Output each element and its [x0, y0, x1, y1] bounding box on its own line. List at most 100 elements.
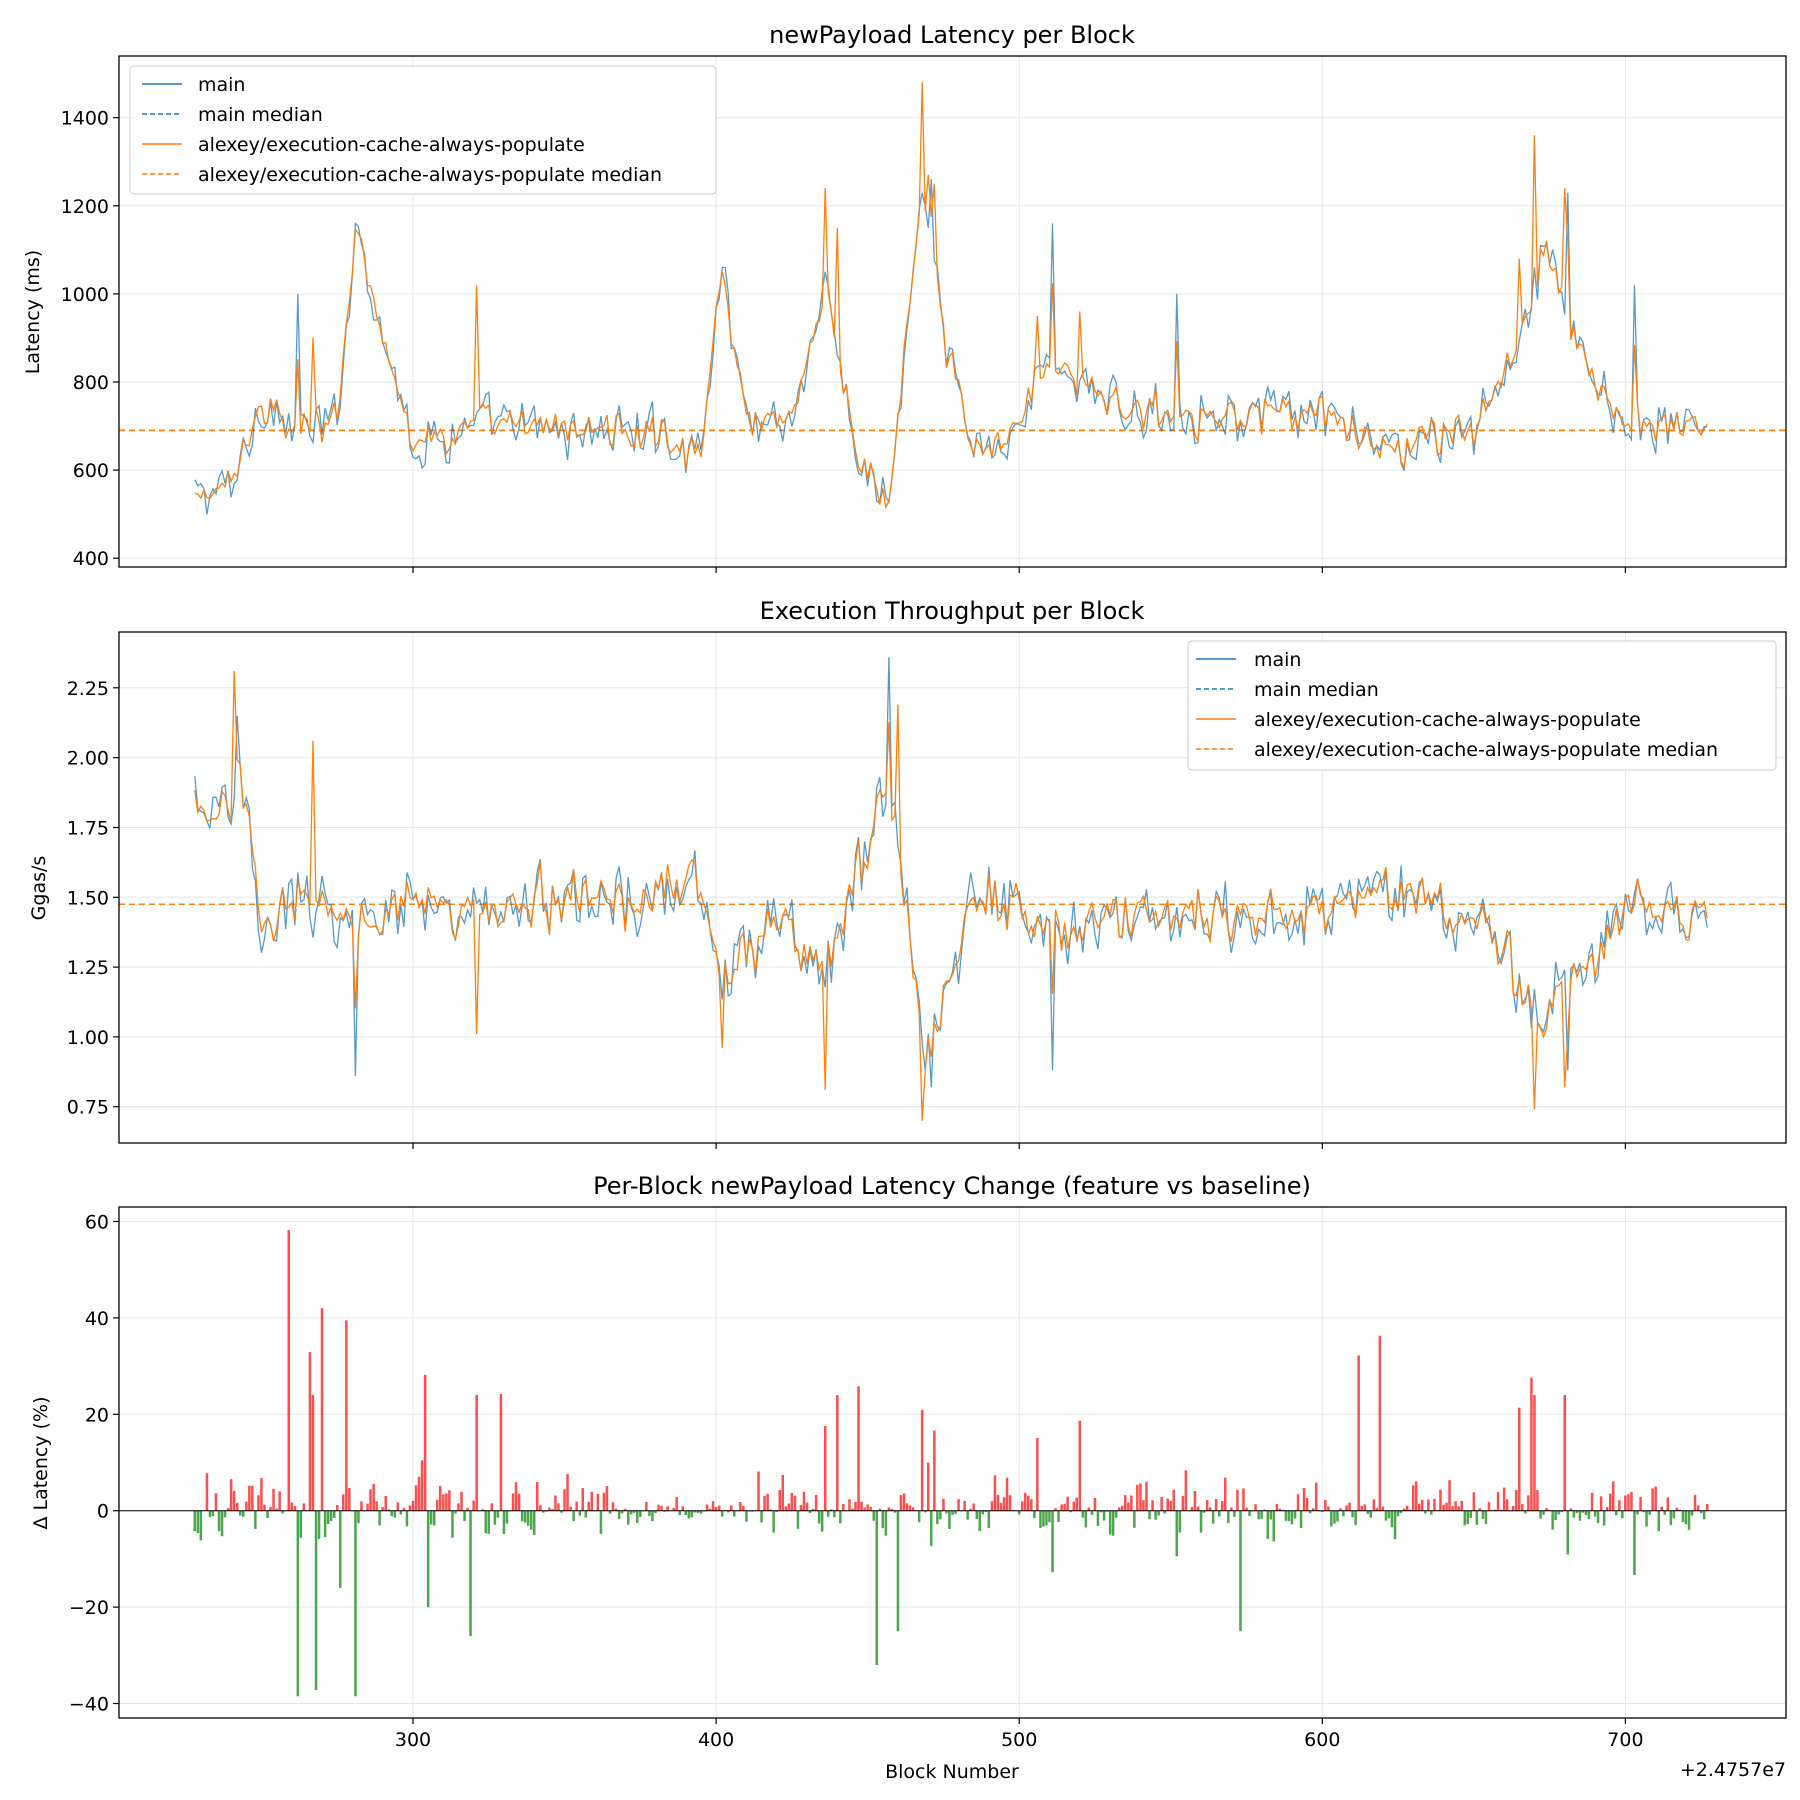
delta-bar-increase: [1651, 1488, 1654, 1511]
throughput-legend-box: [1187, 640, 1777, 771]
throughput-axes-frame: [118, 631, 1787, 1144]
delta-bar-decrease: [1642, 1510, 1645, 1513]
delta-bar-increase: [1121, 1505, 1124, 1511]
delta-bar-decrease: [1369, 1510, 1372, 1518]
delta-bar-increase: [232, 1490, 236, 1511]
delta-bar-decrease: [1057, 1510, 1060, 1522]
throughput-ylabel: Ggas/s: [28, 856, 50, 921]
delta-bar-decrease: [354, 1510, 357, 1697]
delta-bar-increase: [1666, 1497, 1670, 1511]
delta-bar-decrease: [733, 1510, 736, 1517]
delta-bar-increase: [1093, 1497, 1097, 1511]
delta-bar-increase: [942, 1498, 945, 1511]
delta-bar-decrease: [578, 1510, 581, 1516]
delta-bar-increase: [675, 1497, 678, 1511]
y-tick-label: 400: [73, 548, 109, 570]
delta-bar-decrease: [1175, 1510, 1178, 1557]
delta-bar-increase: [854, 1501, 857, 1511]
delta-bar-increase: [566, 1474, 569, 1511]
delta-bar-increase: [857, 1386, 860, 1511]
delta-bar-decrease: [930, 1510, 933, 1546]
delta-bar-increase: [1275, 1503, 1279, 1511]
delta-title: Per-Block newPayload Latency Change (fea…: [593, 1172, 1311, 1200]
delta-bar-decrease: [542, 1510, 545, 1513]
delta-bar-increase: [236, 1502, 239, 1511]
legend-label-feature-median: alexey/execution-cache-always-populate m…: [1254, 739, 1718, 761]
delta-bar-decrease: [599, 1510, 603, 1534]
delta-bar-increase: [1311, 1508, 1315, 1511]
delta-bar-increase: [1502, 1487, 1506, 1511]
delta-bar-increase: [1706, 1504, 1709, 1511]
delta-bar-increase: [863, 1507, 866, 1511]
delta-bar-increase: [1136, 1484, 1139, 1511]
delta-bar-decrease: [1299, 1510, 1303, 1529]
delta-bar-decrease: [1045, 1510, 1048, 1526]
delta-bar-decrease: [893, 1510, 897, 1513]
delta-bar-increase: [1563, 1395, 1566, 1511]
delta-bar-increase: [1675, 1507, 1679, 1511]
delta-bar-decrease: [1636, 1510, 1639, 1515]
delta-bar-increase: [402, 1508, 406, 1511]
delta-bar-decrease: [463, 1510, 466, 1522]
delta-bar-increase: [1521, 1503, 1524, 1511]
delta-bar-increase: [805, 1502, 809, 1511]
delta-bar-decrease: [1157, 1510, 1160, 1516]
delta-bar-increase: [1605, 1507, 1609, 1511]
delta-bar-increase: [481, 1509, 484, 1511]
delta-bar-increase: [1160, 1497, 1163, 1511]
delta-bar-decrease: [693, 1510, 697, 1513]
delta-bar-increase: [902, 1493, 906, 1511]
delta-bar-increase: [666, 1506, 669, 1511]
delta-bar-increase: [657, 1504, 660, 1511]
delta-bar-decrease: [1366, 1510, 1369, 1514]
y-tick-label: 1.25: [67, 957, 109, 979]
delta-bar-increase: [1624, 1495, 1627, 1511]
delta-bar-decrease: [254, 1510, 257, 1529]
delta-bar-increase: [302, 1503, 306, 1511]
delta-bar-decrease: [951, 1510, 954, 1515]
delta-bar-increase: [293, 1506, 297, 1511]
delta-bar-decrease: [1266, 1510, 1269, 1539]
delta-bar-increase: [1451, 1506, 1454, 1511]
delta-bar-decrease: [684, 1510, 687, 1515]
delta-bar-increase: [860, 1501, 863, 1511]
delta-bar-increase: [1402, 1508, 1406, 1511]
delta-bar-decrease: [1354, 1510, 1357, 1525]
delta-grid: [119, 1207, 1786, 1718]
x-tick-label: 400: [698, 1729, 734, 1751]
delta-bar-decrease: [620, 1510, 624, 1514]
delta-bar-decrease: [469, 1510, 472, 1636]
delta-bar-decrease: [896, 1510, 900, 1632]
delta-bar-increase: [911, 1507, 915, 1511]
delta-bar-decrease: [1111, 1510, 1115, 1536]
x-tick-label: 300: [395, 1729, 431, 1751]
delta-bar-increase: [1242, 1488, 1245, 1511]
delta-bar-increase: [1421, 1500, 1424, 1511]
delta-bar-decrease: [1163, 1510, 1166, 1514]
delta-bar-decrease: [1342, 1510, 1345, 1517]
delta-bar-increase: [1487, 1502, 1491, 1511]
latency-legend: main main median alexey/execution-cache-…: [129, 65, 717, 195]
delta-bar-decrease: [1308, 1510, 1312, 1514]
delta-bar-increase: [1639, 1496, 1642, 1511]
delta-bars: [193, 1230, 1709, 1697]
delta-bar-increase: [1315, 1482, 1318, 1511]
delta-bar-increase: [1460, 1500, 1463, 1511]
delta-bar-increase: [245, 1501, 248, 1511]
delta-bar-increase: [757, 1471, 760, 1511]
delta-bar-increase: [1693, 1495, 1697, 1511]
delta-bar-increase: [1478, 1508, 1482, 1511]
delta-bar-decrease: [484, 1510, 487, 1534]
delta-bar-decrease: [936, 1510, 939, 1525]
delta-bar-increase: [1609, 1493, 1612, 1511]
delta-bar-decrease: [1430, 1510, 1433, 1515]
delta-bar-decrease: [651, 1510, 654, 1522]
throughput-ticks: 0.75 1.00 1.25 1.50 1.75 2.00 2.25: [67, 678, 1627, 1149]
delta-bar-decrease: [339, 1510, 342, 1588]
delta-bar-increase: [1448, 1480, 1451, 1511]
delta-bar-increase: [1696, 1505, 1700, 1511]
delta-bar-decrease: [966, 1510, 969, 1520]
delta-bar-increase: [381, 1507, 384, 1511]
delta-bar-decrease: [1424, 1510, 1427, 1514]
delta-bar-decrease: [239, 1510, 242, 1516]
